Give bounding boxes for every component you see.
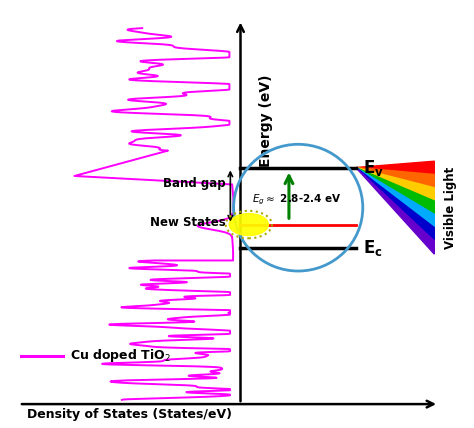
Polygon shape (356, 161, 434, 175)
Text: New States: New States (150, 216, 226, 229)
Polygon shape (356, 167, 434, 201)
Text: $\mathbf{E_v}$: $\mathbf{E_v}$ (363, 158, 384, 178)
Text: $\mathbf{E_c}$: $\mathbf{E_c}$ (363, 238, 383, 258)
Ellipse shape (229, 214, 268, 235)
Text: Visible Light: Visible Light (444, 166, 457, 249)
Polygon shape (356, 167, 434, 188)
Polygon shape (356, 167, 434, 214)
Text: Band gap: Band gap (163, 177, 226, 190)
Text: Energy (eV): Energy (eV) (259, 75, 273, 167)
Text: $E_g\approx$ 2.8-2.4 eV: $E_g\approx$ 2.8-2.4 eV (252, 193, 341, 208)
Polygon shape (356, 167, 434, 254)
Polygon shape (356, 167, 434, 228)
Text: Cu doped TiO$_2$: Cu doped TiO$_2$ (70, 347, 171, 364)
Text: Density of States (States/eV): Density of States (States/eV) (27, 408, 232, 421)
Polygon shape (356, 167, 434, 241)
